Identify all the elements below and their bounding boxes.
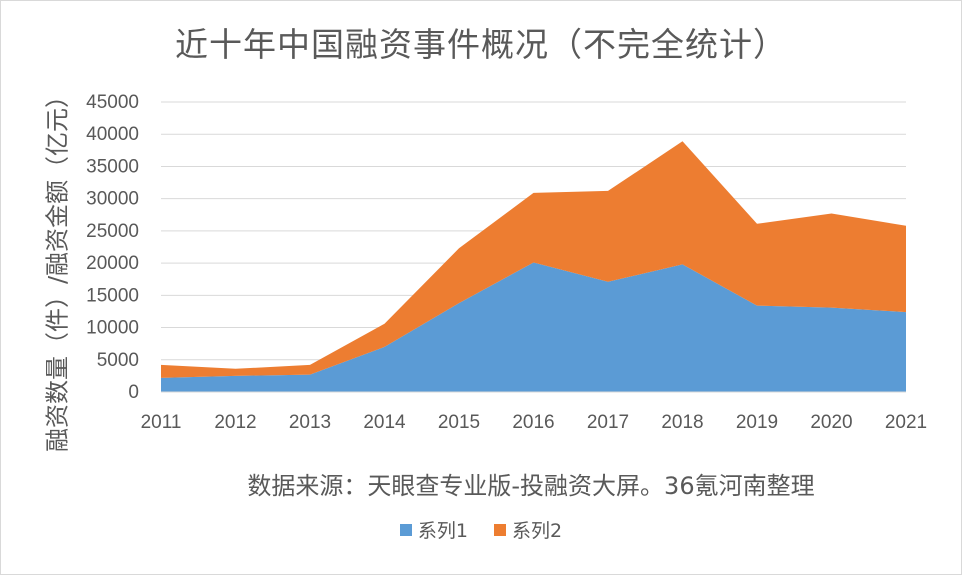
legend-label-series2: 系列2 <box>512 520 563 542</box>
y-tick-label: 45000 <box>86 92 139 113</box>
y-tick-label: 5000 <box>97 350 139 371</box>
y-tick-label: 15000 <box>86 285 139 306</box>
y-tick-labels: 0 5000 10000 15000 20000 25000 30000 35000 40000… <box>86 92 139 403</box>
y-tick-label: 30000 <box>86 189 139 210</box>
y-tick-label: 20000 <box>86 253 139 274</box>
x-tick-label: 2015 <box>438 412 480 433</box>
y-tick-label: 0 <box>128 382 139 403</box>
y-tick-label: 40000 <box>86 124 139 145</box>
x-tick-label: 2013 <box>289 412 331 433</box>
area-series <box>161 141 906 393</box>
x-axis-label: 数据来源：天眼查专业版-投融资大屏。36氪河南整理 <box>247 472 815 500</box>
y-tick-label: 25000 <box>86 221 139 242</box>
legend-label-series1: 系列1 <box>417 520 468 542</box>
legend-swatch-series1 <box>399 523 412 536</box>
y-tick-label: 10000 <box>86 318 139 339</box>
chart-title: 近十年中国融资事件概况（不完全统计） <box>175 25 787 64</box>
x-tick-label: 2014 <box>363 412 406 433</box>
x-tick-label: 2017 <box>587 412 629 433</box>
area-series-2 <box>161 141 906 378</box>
legend-swatch-series2 <box>494 523 507 536</box>
x-tick-label: 2019 <box>736 412 778 433</box>
x-tick-label: 2021 <box>885 412 927 433</box>
x-tick-labels: 2011 2012 2013 2014 2015 2016 2017 2018 2019 2020… <box>141 412 928 433</box>
x-tick-label: 2016 <box>512 412 554 433</box>
area-series-1 <box>161 262 906 392</box>
x-tick-label: 2018 <box>661 412 703 433</box>
legend: 系列1 系列2 <box>0 516 962 543</box>
legend-item-series2: 系列2 <box>494 516 562 543</box>
x-tick-label: 2020 <box>810 412 852 433</box>
x-tick-label: 2012 <box>214 412 256 433</box>
x-tick-label: 2011 <box>141 412 182 433</box>
y-tick-label: 35000 <box>86 156 139 177</box>
legend-item-series1: 系列1 <box>399 516 468 543</box>
